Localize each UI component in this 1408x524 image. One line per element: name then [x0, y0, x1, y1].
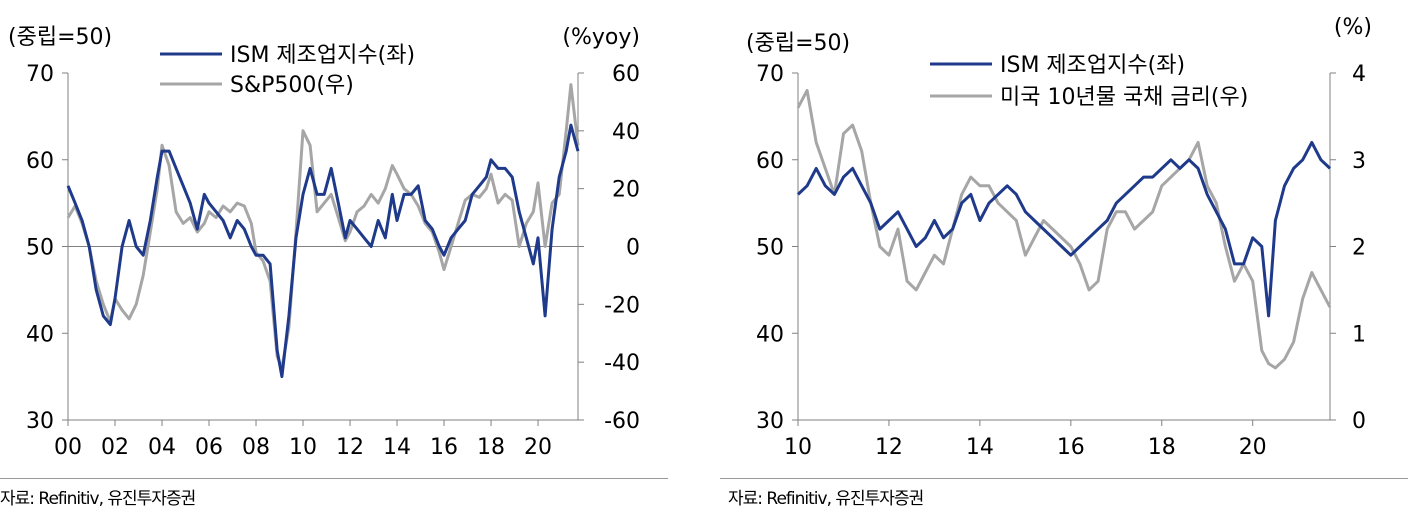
right-tick-label: 40	[612, 120, 640, 145]
series-line-secondary	[66, 83, 580, 370]
right-tick-label: 4	[1352, 62, 1366, 87]
series-line-ism	[66, 123, 580, 379]
legend-label: ISM 제조업지수(좌)	[1000, 53, 1185, 78]
right-tick-label: -20	[604, 293, 640, 318]
source-divider	[0, 478, 668, 479]
x-tick-label: 08	[242, 435, 270, 460]
x-tick-label: 10	[784, 435, 812, 460]
x-tick-label: 06	[195, 435, 223, 460]
x-tick-label: 18	[1148, 435, 1176, 460]
x-tick-label: 20	[1239, 435, 1267, 460]
left-tick-label: 70	[26, 62, 54, 87]
x-tick-label: 14	[966, 435, 994, 460]
x-tick-label: 02	[101, 435, 129, 460]
right-tick-label: -60	[604, 409, 640, 434]
right-tick-label: 0	[626, 236, 640, 261]
x-tick-label: 10	[289, 435, 317, 460]
x-tick-label: 16	[430, 435, 458, 460]
left-chart: 70 60 50 40 30 60 40 20 0 -20 -40 -60 00 02 04 06 08 10 12…	[8, 25, 640, 460]
right-axis-unit: (%)	[1334, 15, 1372, 40]
left-tick-label: 60	[756, 149, 784, 174]
left-tick-label: 60	[26, 149, 54, 174]
left-tick-label: 50	[756, 236, 784, 261]
x-tick-label: 12	[875, 435, 903, 460]
x-tick-label: 18	[477, 435, 505, 460]
right-tick-label: 2	[1352, 236, 1366, 261]
left-tick-label: 30	[26, 409, 54, 434]
series-line-secondary	[796, 88, 1332, 370]
source-note: 자료: Refinitiv, 유진투자증권	[728, 489, 924, 509]
left-tick-label: 50	[26, 236, 54, 261]
x-tick-label: 12	[336, 435, 364, 460]
x-tick-label: 20	[524, 435, 552, 460]
legend-label: S&P500(우)	[230, 73, 354, 98]
right-tick-label: -40	[604, 351, 640, 376]
right-tick-label: 20	[612, 178, 640, 203]
series-line-ism	[796, 140, 1332, 318]
x-tick-label: 00	[54, 435, 82, 460]
x-tick-label: 04	[148, 435, 176, 460]
right-chart-panel: 70 60 50 40 30 4 3 2 1 0 10 12 14 16 18 20 (중립=50) (%) ISM…	[700, 0, 1408, 524]
right-axis-unit: (%yoy)	[562, 25, 640, 50]
right-tick-label: 60	[612, 62, 640, 87]
left-chart-panel: 70 60 50 40 30 60 40 20 0 -20 -40 -60 00 02 04 06 08 10 12…	[0, 0, 680, 524]
left-tick-label: 40	[756, 322, 784, 347]
right-tick-label: 3	[1352, 149, 1366, 174]
left-tick-label: 40	[26, 322, 54, 347]
right-tick-label: 1	[1352, 322, 1366, 347]
legend-label: ISM 제조업지수(좌)	[230, 43, 415, 68]
source-divider	[720, 478, 1408, 479]
right-tick-label: 0	[1352, 409, 1366, 434]
x-tick-label: 14	[383, 435, 411, 460]
left-tick-label: 30	[756, 409, 784, 434]
left-tick-label: 70	[756, 62, 784, 87]
source-note: 자료: Refinitiv, 유진투자증권	[0, 489, 196, 509]
legend-label: 미국 10년물 국채 금리(우)	[1000, 85, 1248, 110]
left-axis-unit: (중립=50)	[746, 31, 850, 56]
left-axis-unit: (중립=50)	[8, 25, 112, 50]
x-tick-label: 16	[1057, 435, 1085, 460]
